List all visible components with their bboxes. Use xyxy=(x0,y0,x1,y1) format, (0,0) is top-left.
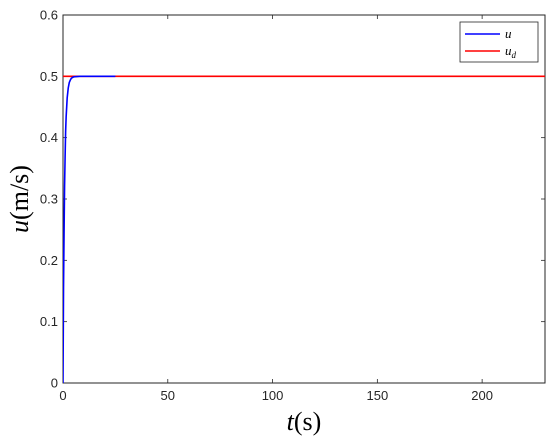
y-tick-label: 0.6 xyxy=(40,8,58,23)
plot-area xyxy=(62,14,546,384)
legend-label-u: u xyxy=(505,26,512,41)
y-tick-label: 0.4 xyxy=(40,130,58,145)
x-tick-label: 0 xyxy=(59,388,66,403)
y-tick-label: 0.2 xyxy=(40,253,58,268)
series-layer xyxy=(63,75,545,383)
y-axis-label: u(m/s) xyxy=(5,165,34,233)
y-tick-label: 0.1 xyxy=(40,314,58,329)
legend-box xyxy=(459,21,539,63)
x-tick-label: 200 xyxy=(471,388,493,403)
x-tick-label: 100 xyxy=(262,388,284,403)
ticks: 0 50 100 150 200 0 0.1 0.2 0.3 0.4 0.5 0.6 xyxy=(40,8,545,403)
series-line-u xyxy=(63,75,116,383)
x-tick-label: 50 xyxy=(161,388,175,403)
legend-label-ud: ud xyxy=(505,43,517,60)
legend: u ud xyxy=(459,21,539,63)
y-tick-label: 0.5 xyxy=(40,69,58,84)
y-tick-label: 0 xyxy=(51,376,58,391)
y-tick-label: 0.3 xyxy=(40,192,58,207)
x-axis-label: t(s) xyxy=(287,407,322,436)
x-tick-label: 150 xyxy=(366,388,388,403)
